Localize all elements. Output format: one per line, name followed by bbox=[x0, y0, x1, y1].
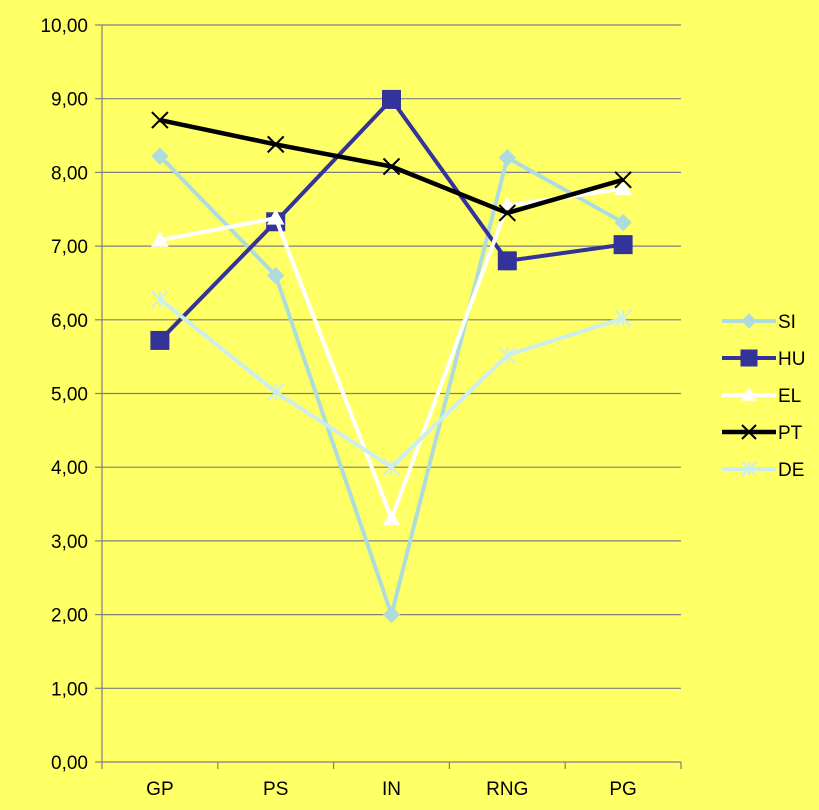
axis-layer: 0,00 1,00 2,00 3,00 4,00 5,00 6,00 7,00 8,00 9,00… bbox=[40, 16, 682, 800]
data-point-el bbox=[382, 509, 401, 526]
series-layer bbox=[150, 89, 633, 624]
y-tick-label: 6,00 bbox=[51, 311, 88, 332]
legend-label: HU bbox=[778, 349, 805, 370]
data-point-pt-stroke bbox=[151, 111, 169, 129]
y-tick-label: 5,00 bbox=[51, 385, 88, 406]
data-point-de bbox=[614, 309, 632, 328]
legend-item-el: EL bbox=[722, 386, 801, 407]
data-point-pt-stroke bbox=[614, 171, 632, 189]
legend-label: DE bbox=[778, 460, 804, 481]
series-hu bbox=[150, 89, 633, 350]
data-point-el bbox=[614, 179, 632, 196]
data-point-el bbox=[266, 209, 285, 225]
legend-item-hu: HU bbox=[722, 349, 805, 370]
data-point-si bbox=[151, 147, 169, 165]
data-point-si bbox=[498, 148, 517, 167]
data-point-hu bbox=[150, 330, 170, 350]
data-point-de bbox=[382, 458, 401, 476]
legend-item-de: DE bbox=[722, 460, 804, 481]
data-point-pt bbox=[266, 135, 285, 154]
series-pt bbox=[151, 111, 632, 222]
data-point-pt bbox=[614, 171, 632, 189]
data-point-hu bbox=[497, 251, 517, 271]
legend-marker bbox=[740, 349, 758, 367]
legend-marker bbox=[741, 424, 757, 440]
data-point-hu bbox=[613, 235, 633, 255]
series-de bbox=[151, 290, 632, 476]
legend-marker bbox=[741, 313, 757, 329]
data-point-de bbox=[151, 290, 169, 308]
x-tick-label: GP bbox=[146, 779, 173, 800]
x-tick-label: PS bbox=[263, 779, 288, 800]
legend-label: SI bbox=[778, 312, 796, 333]
y-tick-label: 10,00 bbox=[40, 16, 88, 37]
data-point-el bbox=[151, 231, 169, 247]
legend-marker bbox=[741, 386, 757, 401]
y-tick-label: 1,00 bbox=[51, 679, 88, 700]
legend-label: PT bbox=[778, 423, 803, 444]
legend-item-si: SI bbox=[722, 312, 796, 333]
data-point-pt-stroke bbox=[498, 204, 517, 222]
data-point-hu bbox=[382, 89, 401, 109]
data-point-de bbox=[266, 383, 285, 401]
data-point-pt-stroke bbox=[266, 135, 285, 154]
data-point-pt bbox=[151, 111, 169, 129]
y-tick-label: 3,00 bbox=[51, 532, 88, 553]
y-tick-label: 0,00 bbox=[51, 753, 88, 774]
y-tick-label: 4,00 bbox=[51, 458, 88, 479]
legend-item-pt: PT bbox=[722, 423, 803, 444]
data-point-si bbox=[382, 605, 401, 624]
y-tick-label: 8,00 bbox=[51, 163, 88, 184]
data-point-pt bbox=[498, 204, 517, 222]
y-tick-label: 7,00 bbox=[51, 237, 88, 258]
legend-marker-stroke bbox=[741, 424, 757, 440]
x-tick-label: PG bbox=[609, 779, 636, 800]
x-tick-label: IN bbox=[382, 779, 401, 800]
y-tick-label: 2,00 bbox=[51, 606, 88, 627]
data-point-si bbox=[614, 213, 632, 232]
legend-marker bbox=[741, 461, 757, 477]
data-point-pt-stroke bbox=[382, 157, 401, 176]
y-tick-label: 9,00 bbox=[51, 90, 88, 111]
legend-label: EL bbox=[778, 386, 801, 407]
data-point-si bbox=[266, 266, 285, 285]
legend: SI HU EL PT DE bbox=[722, 312, 805, 481]
x-tick-label: RNG bbox=[486, 779, 528, 800]
series-si bbox=[151, 147, 632, 624]
data-point-de bbox=[498, 346, 517, 364]
data-point-pt bbox=[382, 157, 401, 176]
series-line-de bbox=[158, 297, 624, 470]
